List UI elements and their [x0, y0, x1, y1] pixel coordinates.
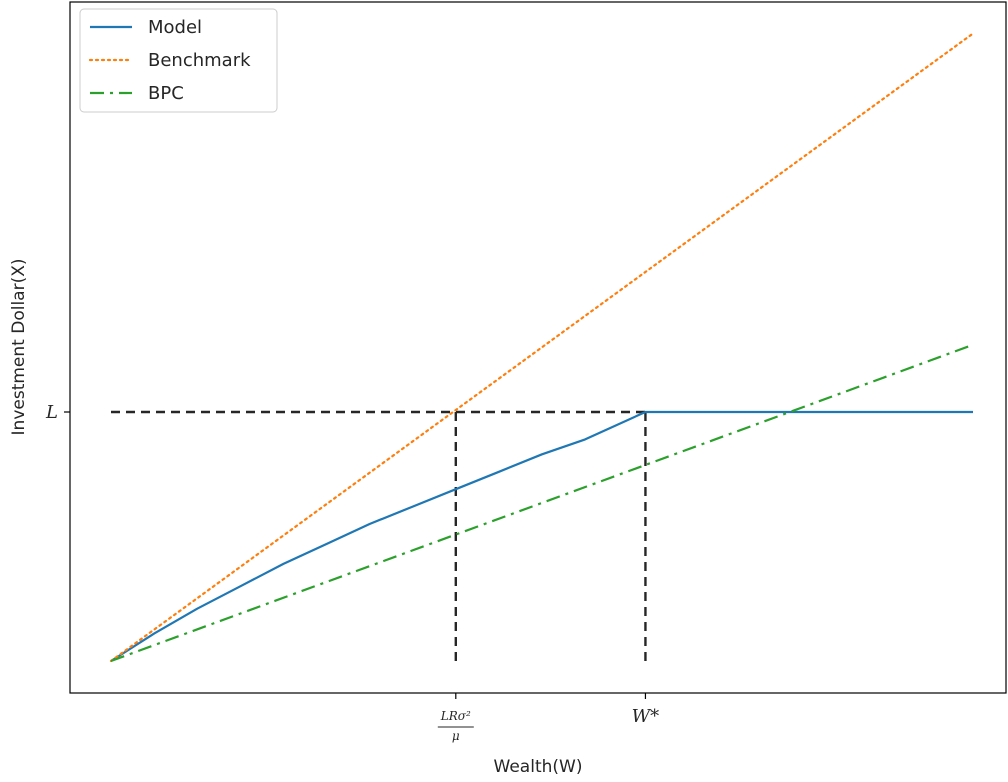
legend-label-bpc: BPC: [148, 83, 184, 104]
series-line-benchmark: [109, 32, 975, 663]
axis-ticks: LRσ² μ W* L: [45, 402, 659, 743]
series-line-model: [110, 410, 973, 662]
plot-area: [109, 32, 975, 663]
series-line-bpc: [110, 343, 974, 663]
x-tick-label-denominator: μ: [452, 729, 460, 743]
x-tick-label-wstar: W*: [632, 706, 660, 727]
legend-label-benchmark: Benchmark: [148, 50, 251, 71]
plot-frame: [69, 1, 1007, 694]
x-tick-label-fraction: LRσ² μ: [437, 709, 474, 743]
y-axis-label: Investment Dollar(X): [9, 259, 29, 436]
legend-box: [79, 8, 278, 113]
x-tick-label-numerator: LRσ²: [440, 709, 471, 723]
legend-label-model: Model: [148, 17, 202, 38]
y-tick-label-l: L: [45, 402, 58, 423]
legend: Model Benchmark BPC: [79, 8, 278, 113]
x-axis-label: Wealth(W): [494, 757, 583, 777]
